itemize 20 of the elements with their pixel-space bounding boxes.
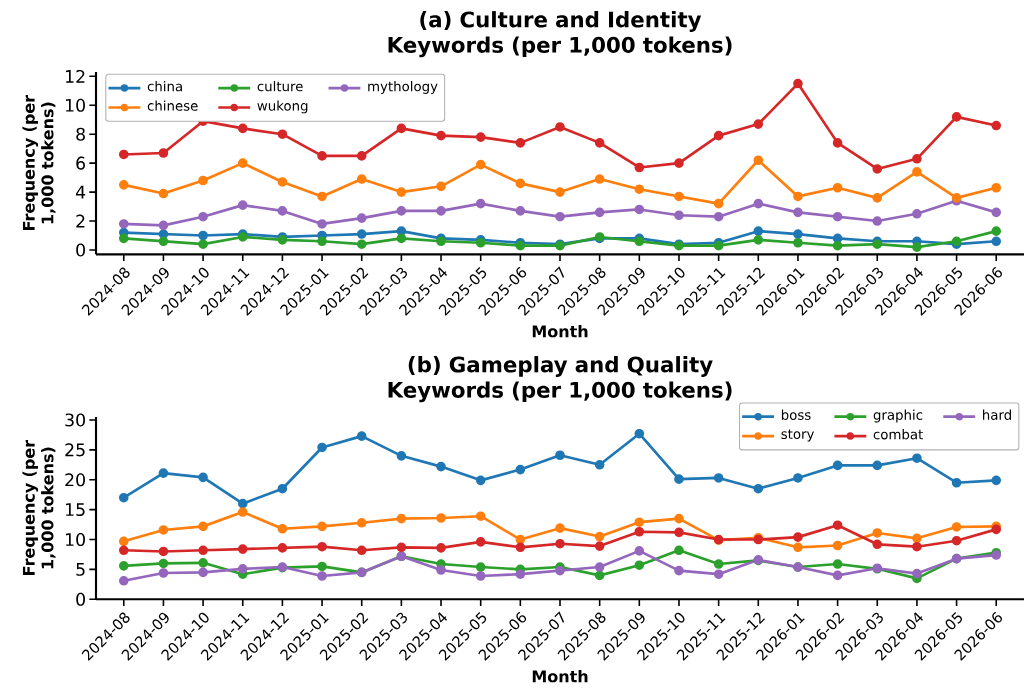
y-tick-label: 10 bbox=[65, 533, 85, 547]
y-tick-label: 10 bbox=[65, 98, 85, 112]
x-axis-title: Month bbox=[532, 669, 588, 683]
chart-title: (a) Culture and Identity Keywords (per 1,000 tokens) bbox=[388, 11, 732, 58]
y-tick-label: 8 bbox=[76, 127, 85, 141]
x-axis-title: Month bbox=[532, 324, 588, 338]
y-tick-label: 12 bbox=[65, 69, 85, 83]
y-tick-label: 0 bbox=[76, 243, 85, 257]
y-tick-label: 15 bbox=[65, 503, 85, 517]
y-tick-label: 5 bbox=[76, 562, 85, 576]
chart-title: (b) Gameplay and Quality Keywords (per 1,000 tokens) bbox=[388, 356, 732, 403]
y-axis-title: Frequency (per 1,000 tokens) bbox=[22, 439, 56, 575]
y-axis-title: Frequency (per 1,000 tokens) bbox=[22, 94, 56, 230]
y-tick-label: 0 bbox=[76, 592, 85, 606]
y-tick-label: 2 bbox=[76, 214, 85, 228]
y-tick-label: 20 bbox=[65, 473, 85, 487]
y-tick-label: 4 bbox=[75, 185, 86, 199]
y-tick-label: 30 bbox=[65, 413, 85, 427]
y-tick-label: 6 bbox=[76, 156, 86, 170]
y-tick-label: 25 bbox=[65, 443, 85, 457]
